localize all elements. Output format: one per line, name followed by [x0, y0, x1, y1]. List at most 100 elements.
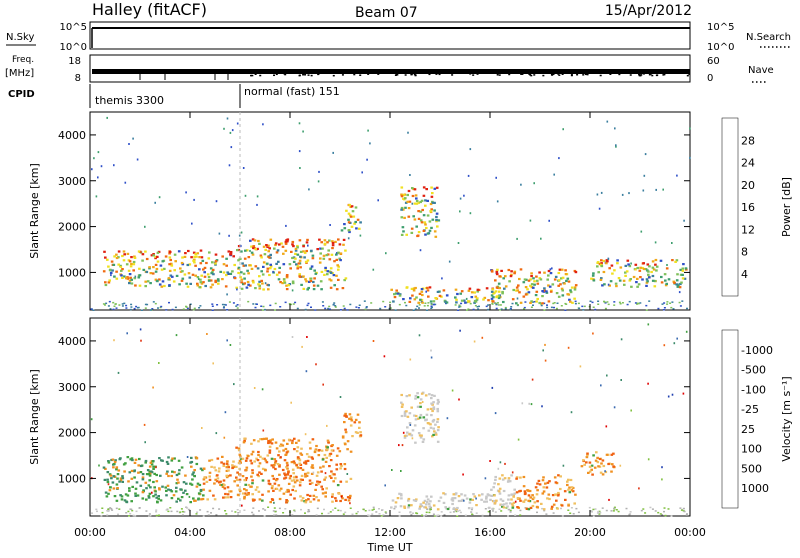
echo-cell	[407, 499, 410, 502]
nave-point	[395, 73, 398, 76]
noise-cell	[262, 123, 264, 126]
echo-cell	[262, 261, 266, 264]
echo-cell	[260, 279, 263, 282]
ground-scatter-cell	[416, 305, 419, 308]
echo-cell	[574, 493, 577, 496]
echo-cell	[557, 279, 561, 282]
echo-cell	[497, 296, 501, 300]
echo-cell	[319, 252, 322, 255]
echo-cell	[247, 492, 250, 495]
echo-cell	[468, 501, 472, 504]
echo-cell	[635, 281, 638, 284]
nave-point	[533, 74, 536, 76]
echo-cell	[536, 489, 539, 492]
ground-scatter-cell	[275, 514, 278, 516]
echo-cell	[554, 493, 558, 496]
echo-cell	[623, 283, 626, 286]
echo-cell	[126, 456, 130, 459]
echo-cell	[318, 480, 322, 484]
ground-scatter-cell	[497, 302, 499, 304]
echo-cell	[249, 284, 252, 287]
echo-cell	[317, 483, 320, 486]
echo-cell	[296, 246, 299, 249]
echo-cell	[498, 487, 502, 490]
echo-cell	[422, 438, 426, 441]
echo-cell	[245, 286, 249, 289]
ground-scatter-cell	[372, 506, 375, 509]
ground-scatter-cell	[362, 508, 365, 511]
echo-cell	[194, 253, 197, 256]
echo-cell	[117, 250, 121, 253]
echo-cell	[250, 245, 253, 248]
echo-cell	[102, 466, 106, 469]
echo-cell	[417, 432, 421, 435]
echo-cell	[112, 487, 116, 490]
echo-cell	[109, 486, 112, 489]
echo-cell	[410, 227, 414, 230]
noise-cell	[619, 464, 622, 467]
ground-scatter-cell	[574, 300, 577, 303]
noise-cell	[347, 237, 350, 240]
noise-cell	[489, 460, 491, 462]
echo-cell	[304, 462, 308, 465]
echo-cell	[323, 239, 327, 242]
noise-cell	[614, 127, 616, 130]
echo-cell	[349, 215, 353, 218]
echo-cell	[616, 259, 619, 262]
echo-cell	[134, 494, 137, 497]
ground-scatter-cell	[123, 302, 126, 305]
echo-cell	[199, 262, 203, 265]
echo-cell	[487, 299, 490, 302]
echo-cell	[129, 276, 132, 279]
echo-cell	[346, 440, 350, 443]
ground-scatter-cell	[663, 507, 666, 509]
echo-cell	[131, 459, 134, 462]
ground-scatter-cell	[189, 303, 192, 305]
echo-cell	[222, 271, 226, 274]
echo-cell	[433, 209, 436, 212]
nsearch-tick-bottom: 10^0	[707, 42, 734, 53]
ground-scatter-cell	[664, 514, 667, 517]
echo-cell	[123, 253, 126, 256]
echo-cell	[175, 473, 179, 477]
ground-scatter-cell	[640, 509, 643, 512]
echo-cell	[515, 302, 518, 305]
echo-cell	[582, 459, 585, 462]
echo-cell	[597, 465, 600, 468]
noise-cell	[240, 231, 243, 234]
echo-cell	[495, 273, 499, 276]
echo-cell	[345, 415, 348, 418]
echo-cell	[569, 300, 572, 303]
ground-scatter-cell	[671, 301, 674, 303]
ground-scatter-cell	[459, 511, 462, 514]
echo-cell	[444, 506, 447, 509]
echo-cell	[602, 259, 606, 263]
echo-cell	[548, 480, 551, 483]
ground-scatter-cell	[225, 513, 228, 515]
echo-cell	[313, 269, 316, 272]
echo-cell	[289, 267, 292, 270]
ground-scatter-cell	[365, 306, 368, 309]
colorbar-tick-label: 16	[741, 201, 755, 214]
noise-cell	[473, 340, 476, 343]
echo-cell	[149, 486, 152, 489]
echo-cell	[241, 457, 245, 460]
ground-scatter-cell	[524, 507, 527, 509]
cpid-mode-1: normal (fast) 151	[244, 85, 340, 98]
nave-point	[428, 73, 431, 76]
echo-cell	[257, 450, 260, 454]
echo-cell	[113, 460, 117, 464]
echo-cell	[519, 499, 522, 502]
echo-cell	[350, 225, 354, 228]
echo-cell	[404, 197, 407, 200]
echo-cell	[420, 221, 424, 224]
echo-cell	[175, 274, 179, 277]
echo-cell	[336, 484, 340, 487]
echo-cell	[226, 460, 229, 463]
noise-cell	[185, 191, 187, 194]
echo-cell	[295, 476, 298, 479]
noise-cell	[206, 333, 208, 335]
echo-cell	[434, 297, 437, 300]
echo-cell	[399, 493, 403, 496]
echo-cell	[423, 506, 426, 509]
